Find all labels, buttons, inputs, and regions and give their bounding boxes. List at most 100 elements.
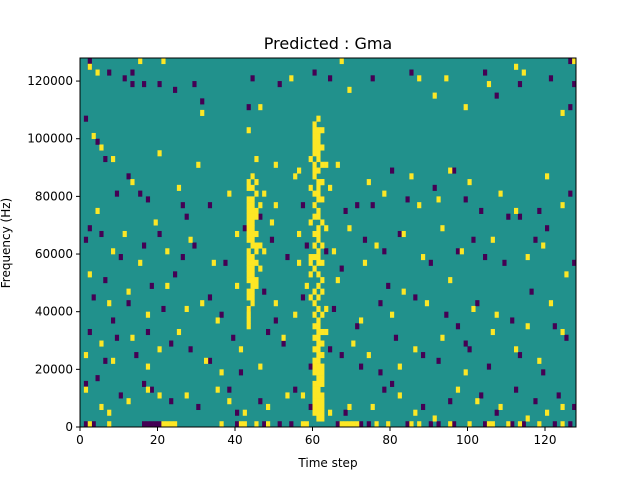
heatmap-cell [250, 277, 255, 284]
heatmap-cell [250, 236, 255, 243]
heatmap-cell [316, 225, 321, 232]
heatmap-cell [281, 340, 286, 347]
heatmap-cell [517, 421, 523, 428]
x-axis-label: Time step [297, 456, 357, 470]
heatmap-cell [335, 277, 340, 284]
heatmap-cell [200, 98, 205, 105]
heatmap-cell [324, 248, 329, 255]
heatmap-cell [258, 213, 263, 220]
heatmap-cell [541, 369, 546, 376]
heatmap-cell [254, 179, 259, 186]
heatmap-cell [87, 225, 92, 232]
heatmap-cell [246, 271, 251, 278]
heatmap-cell [246, 230, 251, 238]
heatmap-cell [560, 109, 565, 116]
heatmap-cell [99, 340, 104, 347]
heatmap-cell [145, 196, 151, 203]
heatmap-cell [312, 323, 317, 330]
heatmap-cell [238, 421, 244, 428]
heatmap-cell [316, 254, 321, 261]
heatmap-cell [281, 334, 286, 341]
heatmap-cell [103, 357, 108, 364]
heatmap-cell [114, 334, 120, 341]
heatmap-cell [560, 403, 565, 411]
heatmap-cell [320, 375, 325, 382]
heatmap-cell [397, 363, 402, 370]
heatmap-cell [312, 161, 317, 168]
heatmap-cell [316, 190, 321, 197]
heatmap-cell [312, 167, 317, 174]
heatmap-cell [145, 328, 151, 336]
heatmap-cell [374, 421, 379, 428]
heatmap-cell [510, 317, 515, 324]
heatmap-cell [157, 421, 162, 428]
heatmap-cell [273, 300, 278, 307]
heatmap-cell [246, 288, 251, 295]
heatmap-cell [258, 104, 263, 111]
heatmap-cell [250, 265, 255, 272]
heatmap-cell [297, 259, 302, 266]
heatmap-cell [328, 184, 333, 191]
heatmap-cell [331, 248, 337, 255]
y-tick-label: 80000 [35, 189, 73, 203]
heatmap-cell [83, 380, 89, 387]
heatmap-cell [320, 328, 325, 336]
heatmap-cell [235, 421, 240, 428]
heatmap-cell [312, 300, 317, 307]
heatmap-cell [250, 294, 255, 301]
heatmap-cell [467, 346, 472, 353]
heatmap-cell [312, 121, 317, 128]
heatmap-cell [316, 386, 321, 393]
x-tick-label: 120 [534, 433, 557, 447]
heatmap-cell [312, 150, 317, 157]
heatmap-cell [428, 259, 433, 266]
heatmap-cell [320, 288, 325, 295]
heatmap-cell [293, 386, 298, 393]
heatmap-cell [173, 271, 178, 278]
heatmap-cell [103, 277, 108, 284]
heatmap-cell [417, 421, 422, 428]
heatmap-cell [316, 409, 321, 416]
heatmap-cell [312, 144, 317, 151]
heatmap-cell [246, 265, 251, 272]
heatmap-cell [316, 150, 321, 157]
chart-title: Predicted : Gma [264, 34, 392, 53]
heatmap-cell [448, 398, 453, 405]
heatmap-cell [506, 213, 511, 220]
heatmap-cell [525, 323, 530, 330]
heatmap-cell [250, 259, 255, 266]
heatmap-cell [374, 242, 379, 249]
heatmap-cell [246, 196, 251, 203]
heatmap-cell [459, 248, 464, 255]
heatmap-cell [273, 161, 278, 168]
x-axis-ticks: 0 20 40 60 80 100 120 [76, 427, 556, 447]
heatmap-cell [316, 127, 321, 134]
y-tick-label: 20000 [35, 362, 73, 376]
heatmap-cell [169, 340, 174, 347]
heatmap-cell [254, 421, 259, 428]
plot-frame [79, 57, 577, 428]
heatmap-cell [161, 58, 166, 65]
heatmap-cell [320, 242, 325, 249]
heatmap-cell [378, 300, 383, 307]
x-tick-label: 40 [227, 433, 242, 447]
heatmap-cell [514, 386, 519, 393]
heatmap-cell [324, 225, 329, 232]
heatmap-cell [211, 259, 216, 266]
heatmap-cell [254, 213, 259, 220]
heatmap-cell [355, 323, 360, 330]
heatmap-cell [545, 409, 550, 416]
heatmap-cell [250, 207, 255, 214]
heatmap-cell [312, 398, 317, 405]
heatmap-cell [362, 236, 368, 243]
heatmap-cell [560, 202, 565, 209]
heatmap-cell [490, 328, 495, 336]
heatmap-cell [169, 421, 174, 428]
heatmap-cell [145, 386, 151, 393]
heatmap-cell [521, 421, 526, 428]
heatmap-cell [455, 248, 461, 255]
heatmap-cell [99, 403, 104, 411]
heatmap-cell [293, 173, 298, 180]
heatmap-cell [312, 230, 317, 238]
heatmap-cell [366, 179, 371, 186]
